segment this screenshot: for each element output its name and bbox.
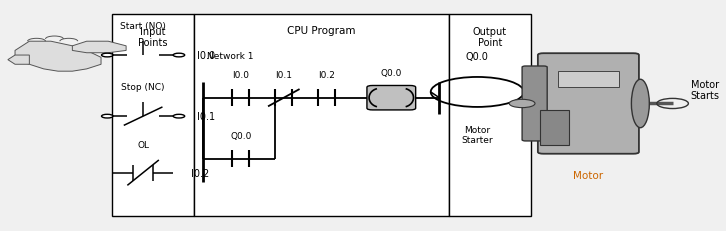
Text: Motor
Starts: Motor Starts (690, 79, 719, 101)
Text: I0.1: I0.1 (197, 112, 215, 122)
Text: Start (NO): Start (NO) (121, 21, 166, 30)
Text: Input
Points: Input Points (138, 27, 168, 48)
Text: Motor
Starter: Motor Starter (462, 125, 493, 145)
Text: Stop (NC): Stop (NC) (121, 82, 165, 91)
Text: Q0.0: Q0.0 (380, 69, 402, 78)
Text: Network 1: Network 1 (207, 51, 253, 60)
Text: I0.2: I0.2 (191, 168, 209, 178)
Text: Output
Point: Output Point (473, 27, 507, 48)
Bar (112, 15, 195, 216)
Polygon shape (8, 56, 29, 65)
Text: I0.2: I0.2 (319, 70, 335, 79)
Circle shape (174, 54, 184, 58)
Polygon shape (15, 42, 101, 72)
Text: Q0.0: Q0.0 (230, 131, 251, 140)
Polygon shape (73, 42, 126, 54)
Circle shape (509, 100, 535, 108)
FancyBboxPatch shape (558, 72, 619, 88)
FancyBboxPatch shape (522, 67, 547, 141)
Circle shape (102, 115, 113, 119)
Text: Motor: Motor (574, 170, 603, 180)
Text: Q0.0: Q0.0 (466, 52, 489, 62)
Text: I0.0: I0.0 (197, 51, 215, 61)
Text: CPU Program: CPU Program (287, 26, 356, 36)
FancyBboxPatch shape (538, 54, 639, 154)
Bar (195, 15, 449, 216)
Circle shape (174, 115, 184, 119)
Text: OL: OL (137, 141, 149, 150)
Text: I0.0: I0.0 (232, 70, 249, 79)
Circle shape (102, 54, 113, 58)
Bar (449, 15, 531, 216)
FancyBboxPatch shape (540, 111, 568, 145)
Ellipse shape (632, 80, 649, 128)
Text: I0.1: I0.1 (275, 70, 293, 79)
FancyBboxPatch shape (367, 86, 416, 110)
